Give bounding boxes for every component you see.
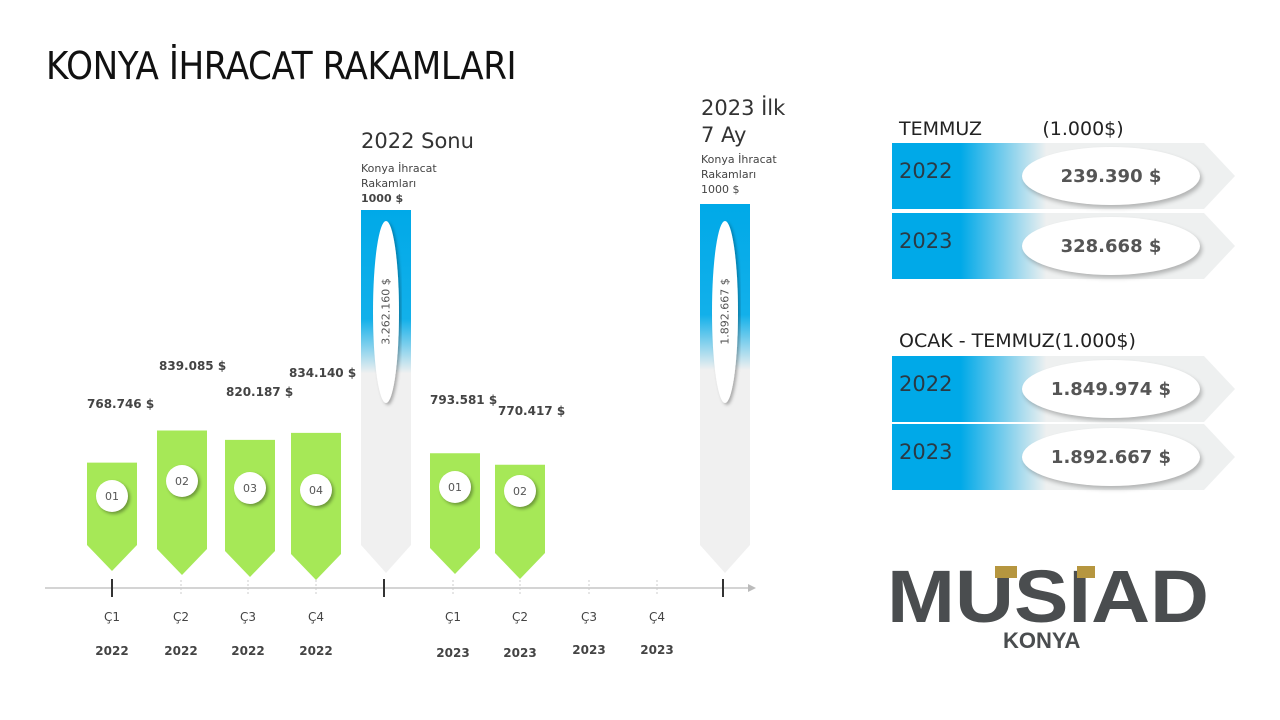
bar-value-label: 768.746 $ <box>87 397 155 411</box>
quarter-label: Ç3 <box>239 610 256 624</box>
year-label: 2023 <box>503 646 537 660</box>
summary-value: 1.849.974 $ <box>1022 360 1200 418</box>
total-unit: 1000 $ <box>361 192 404 205</box>
musiad-konya-logo: MUSIAD KONYA <box>887 560 1209 653</box>
total-heading: 2022 Sonu <box>361 129 474 153</box>
total-bar-ellipse <box>712 221 738 403</box>
total-2022-header: 2022 Sonu Konya İhracat Rakamları 1000 $ <box>361 128 474 206</box>
total-bar-ellipse <box>373 221 399 403</box>
year-label: 2022 <box>95 644 129 658</box>
bar-value-label: 820.187 $ <box>226 385 294 399</box>
summary-year: 2023 <box>899 440 953 464</box>
year-label: 2022 <box>164 644 198 658</box>
bar-badge: 02 <box>504 475 536 507</box>
quarter-label: Ç2 <box>511 610 528 624</box>
bar-value-label: 834.140 $ <box>289 366 357 380</box>
summary-row: 2022 239.390 $ <box>892 143 1235 209</box>
quarter-bar <box>87 462 137 571</box>
total-subtitle: Konya İhracat Rakamları <box>361 162 437 190</box>
quarter-bar <box>225 439 275 577</box>
year-label: 2023 <box>572 643 606 657</box>
bar-badge: 01 <box>96 480 128 512</box>
summary-year: 2022 <box>899 372 953 396</box>
summary-heading-july: TEMMUZ (1.000$) <box>899 118 1124 140</box>
total-subtitle: Konya İhracat Rakamları <box>701 153 777 181</box>
bar-badge: 03 <box>234 472 266 504</box>
total-value-label: 3.262.160 $ <box>379 278 393 345</box>
quarter-bar <box>291 432 341 580</box>
bar-value-label: 839.085 $ <box>159 359 227 373</box>
svg-text:MUSIAD: MUSIAD <box>887 560 1209 638</box>
x-axis-arrow <box>748 584 756 592</box>
summary-row: 2022 1.849.974 $ <box>892 356 1235 422</box>
summary-row: 2023 328.668 $ <box>892 213 1235 279</box>
year-label: 2022 <box>231 644 265 658</box>
bar-badge: 01 <box>439 471 471 503</box>
summary-year: 2022 <box>899 159 953 183</box>
quarter-label: Ç2 <box>172 610 189 624</box>
summary-value: 328.668 $ <box>1022 217 1200 275</box>
quarter-label: Ç1 <box>444 610 461 624</box>
total-value-label: 1.892.667 $ <box>718 278 732 345</box>
bar-value-label: 793.581 $ <box>430 393 498 407</box>
logo-sub-text: KONYA <box>1003 628 1081 653</box>
page-title: KONYA İHRACAT RAKAMLARI <box>46 44 517 88</box>
quarter-label: Ç3 <box>580 610 597 624</box>
total-2023-header: 2023 İlk 7 Ay Konya İhracat Rakamları 10… <box>701 95 791 197</box>
summary-year: 2023 <box>899 229 953 253</box>
summary-row: 2023 1.892.667 $ <box>892 424 1235 490</box>
year-label: 2023 <box>436 646 470 660</box>
summary-heading-jan-jul: OCAK - TEMMUZ(1.000$) <box>899 330 1136 352</box>
bar-badge: 04 <box>300 474 332 506</box>
year-label: 2023 <box>640 643 674 657</box>
bar-value-label: 770.417 $ <box>498 404 566 418</box>
quarter-label: Ç1 <box>103 610 120 624</box>
bar-badge: 02 <box>166 465 198 497</box>
quarter-bar <box>157 430 207 575</box>
total-unit: 1000 $ <box>701 183 740 196</box>
total-heading: 2023 İlk 7 Ay <box>701 96 786 147</box>
year-label: 2022 <box>299 644 333 658</box>
summary-value: 1.892.667 $ <box>1022 428 1200 486</box>
summary-value: 239.390 $ <box>1022 147 1200 205</box>
quarter-label: Ç4 <box>307 610 324 624</box>
quarter-label: Ç4 <box>648 610 665 624</box>
